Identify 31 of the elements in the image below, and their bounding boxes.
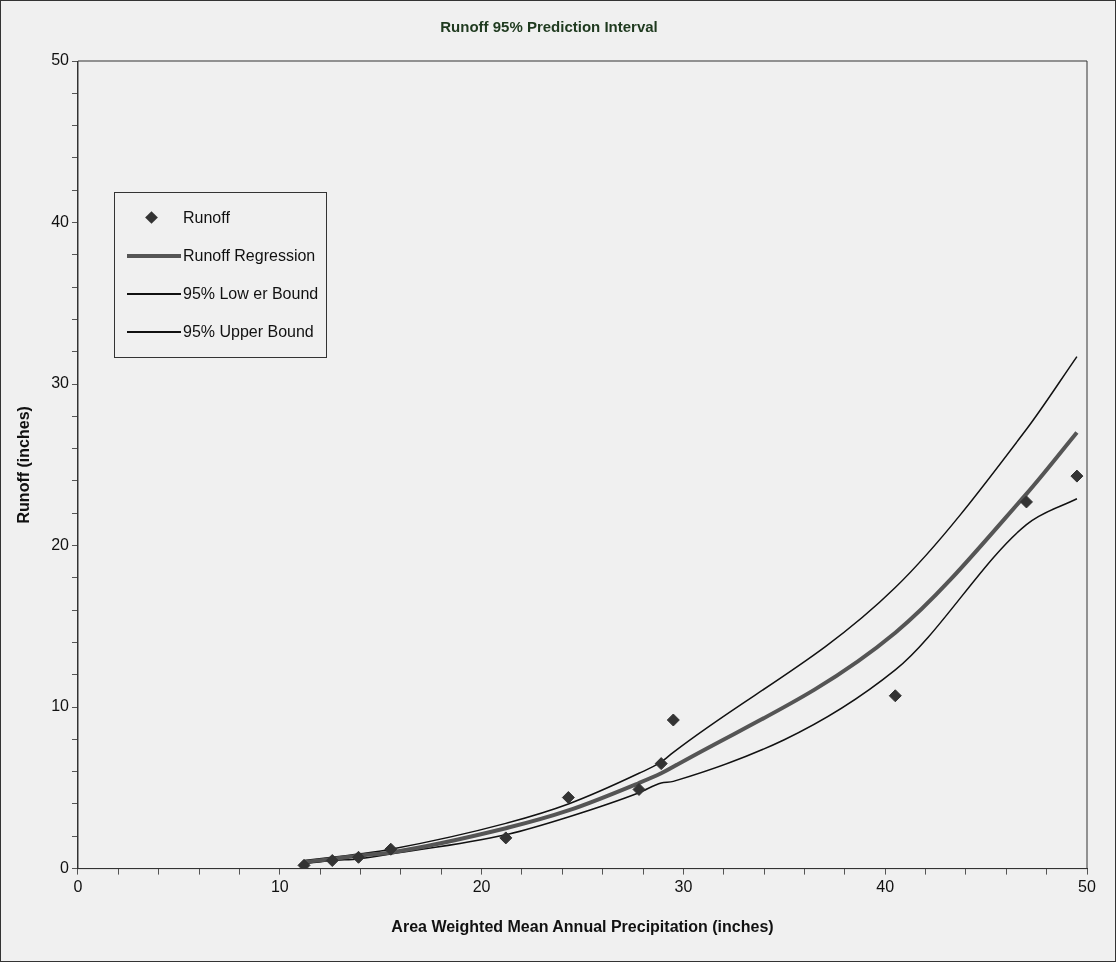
legend-label: Runoff Regression — [183, 247, 316, 265]
y-tick-label: 20 — [51, 535, 70, 553]
x-axis-title: Area Weighted Mean Annual Precipitation (inches) — [391, 917, 774, 935]
point — [499, 831, 513, 845]
point — [632, 782, 646, 796]
y-axis-title: Runoff (inches) — [15, 406, 33, 524]
legend-label: Runoff — [183, 209, 230, 227]
x-tick-label: 50 — [1078, 877, 1096, 895]
point — [888, 689, 902, 703]
point — [384, 842, 398, 856]
point — [654, 757, 668, 771]
chart-title: Runoff 95% Prediction Interval — [440, 18, 658, 36]
y-tick-label: 50 — [51, 51, 70, 69]
point — [1070, 469, 1084, 483]
legend-label: 95% Upper Bound — [183, 323, 314, 341]
point — [1019, 495, 1033, 509]
legend-label: 95% Low er Bound — [183, 285, 319, 303]
point — [666, 713, 680, 727]
y-tick-label: 40 — [51, 212, 70, 230]
point — [325, 854, 339, 868]
y-tick-label: 30 — [51, 374, 70, 392]
x-tick-label: 30 — [674, 877, 693, 895]
point — [561, 791, 575, 805]
y-tick-label: 10 — [51, 697, 70, 715]
x-tick-label: 10 — [270, 877, 289, 895]
y-tick-label: 0 — [60, 859, 70, 877]
point — [297, 858, 311, 869]
x-tick-label: 40 — [876, 877, 895, 895]
x-tick-label: 20 — [472, 877, 491, 895]
point — [352, 850, 365, 864]
x-tick-label: 0 — [73, 877, 83, 895]
